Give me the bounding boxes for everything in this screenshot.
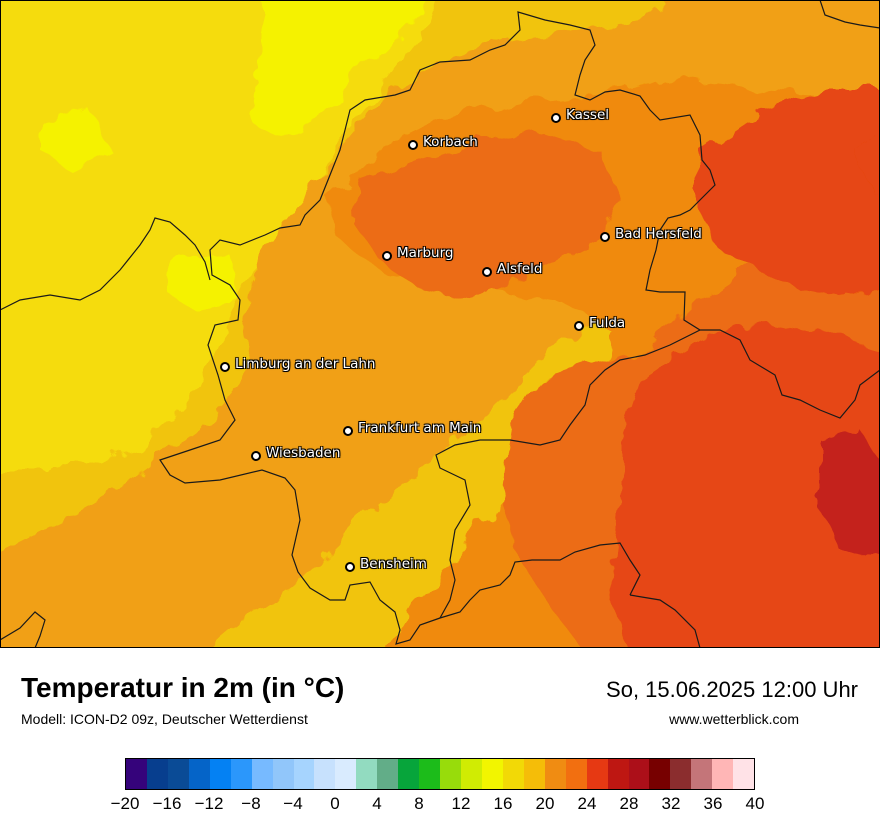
color-scale-tick-label: 24: [577, 794, 597, 813]
city-label-frankfurt: Frankfurt am Main: [358, 420, 482, 436]
temperature-field: [0, 0, 880, 648]
map-title: Temperatur in 2m (in °C): [21, 672, 345, 703]
city-marker-kassel: [551, 113, 561, 123]
border-south-east: [629, 594, 701, 648]
city-label-bad-hersfeld: Bad Hersfeld: [615, 226, 702, 242]
zone-yellow-light: [250, 0, 425, 140]
website-link[interactable]: www.wetterblick.com: [669, 711, 799, 727]
city-marker-bensheim: [345, 562, 355, 572]
color-scale-segment: [502, 759, 524, 789]
color-scale-tick-label: −16: [152, 794, 182, 813]
color-scale-tick-label: 36: [703, 794, 723, 813]
zone-red: [820, 430, 880, 560]
border-top-right: [819, 0, 880, 29]
city-marker-korbach: [408, 140, 418, 150]
color-scale-tick-label: −12: [194, 794, 224, 813]
city-label-korbach: Korbach: [423, 134, 478, 150]
color-scale-segment: [565, 759, 587, 789]
hesse-border-central: [435, 329, 701, 619]
color-scale-segment: [377, 759, 399, 789]
border-west: [0, 217, 211, 311]
color-scale-segment: [335, 759, 357, 789]
color-scale-segment: [146, 759, 168, 789]
color-scale-tick-label: 16: [493, 794, 513, 813]
color-scale-tick-label: 0: [330, 794, 340, 813]
color-scale-tick-label: 20: [535, 794, 555, 813]
color-scale-tick-label: 28: [619, 794, 639, 813]
color-scale-segment: [523, 759, 545, 789]
border-south-west: [0, 611, 46, 648]
city-label-kassel: Kassel: [566, 107, 610, 123]
zone-red-orange-2: [610, 320, 880, 648]
color-scale-segment: [251, 759, 273, 789]
zone-yellow-light-2: [40, 110, 110, 170]
color-scale-segment: [272, 759, 294, 789]
color-scale-tick-label: 4: [372, 794, 382, 813]
color-scale-segment: [398, 759, 420, 789]
color-scale-tick-label: −4: [283, 794, 303, 813]
color-scale-segment: [419, 759, 441, 789]
city-label-wiesbaden: Wiesbaden: [266, 445, 341, 461]
city-label-alsfeld: Alsfeld: [497, 261, 543, 277]
color-scale-tick-label: −8: [241, 794, 261, 813]
color-scale-tick-label: 12: [451, 794, 471, 813]
forecast-datetime: So, 15.06.2025 12:00 Uhr: [606, 677, 858, 702]
color-scale-segment: [649, 759, 671, 789]
zone-red-orange: [700, 90, 880, 300]
model-info: Modell: ICON-D2 09z, Deutscher Wetterdie…: [21, 711, 308, 727]
city-label-marburg: Marburg: [397, 245, 454, 261]
color-scale-segment: [628, 759, 650, 789]
color-scale-ticks: −20 −16 −12 −8 −4 0 4 8 12 16 20 24 28 32 36 40: [0, 794, 880, 818]
city-label-fulda: Fulda: [589, 315, 626, 331]
color-scale-tick-label: 40: [745, 794, 765, 813]
zone-yellow-light-3: [165, 255, 240, 310]
city-label-limburg: Limburg an der Lahn: [235, 356, 376, 372]
city-marker-alsfeld: [482, 267, 492, 277]
color-scale-segment: [126, 759, 147, 789]
color-scale-tick-label: 32: [661, 794, 681, 813]
color-scale-segment: [712, 759, 734, 789]
temperature-zones: [0, 0, 880, 648]
color-scale-segment: [167, 759, 189, 789]
city-marker-marburg: [382, 251, 392, 261]
zone-red-2: [855, 140, 880, 194]
color-scale-segment: [293, 759, 315, 789]
city-marker-frankfurt: [343, 426, 353, 436]
color-scale-tick-label: 8: [414, 794, 424, 813]
color-scale-segment: [209, 759, 231, 789]
color-scale-segment: [230, 759, 252, 789]
city-marker-limburg: [220, 362, 230, 372]
color-scale-segment: [188, 759, 210, 789]
temperature-color-scale: [125, 758, 755, 790]
color-scale-tick-label: −20: [110, 794, 140, 813]
color-scale-segment: [670, 759, 692, 789]
zone-yellow: [0, 0, 434, 470]
zone-orange-dark: [350, 130, 620, 300]
hesse-border-west-south: [159, 129, 641, 645]
city-marker-fulda: [574, 321, 584, 331]
color-scale-segment: [314, 759, 336, 789]
color-scale-segment: [691, 759, 713, 789]
color-scale-segment: [356, 759, 378, 789]
color-scale-segment: [607, 759, 629, 789]
color-scale-segment: [733, 759, 755, 789]
city-marker-wiesbaden: [251, 451, 261, 461]
color-scale-segment: [461, 759, 482, 789]
color-scale-segment: [481, 759, 503, 789]
color-scale-segment: [440, 759, 461, 789]
state-borders: [0, 0, 880, 648]
temperature-map: Kassel Korbach Bad Hersfeld Marburg Alsf…: [0, 0, 880, 648]
hesse-border-north-east: [344, 11, 880, 419]
color-scale-segment: [544, 759, 566, 789]
city-marker-bad-hersfeld: [600, 232, 610, 242]
city-label-bensheim: Bensheim: [360, 556, 427, 572]
color-scale-segment: [586, 759, 608, 789]
